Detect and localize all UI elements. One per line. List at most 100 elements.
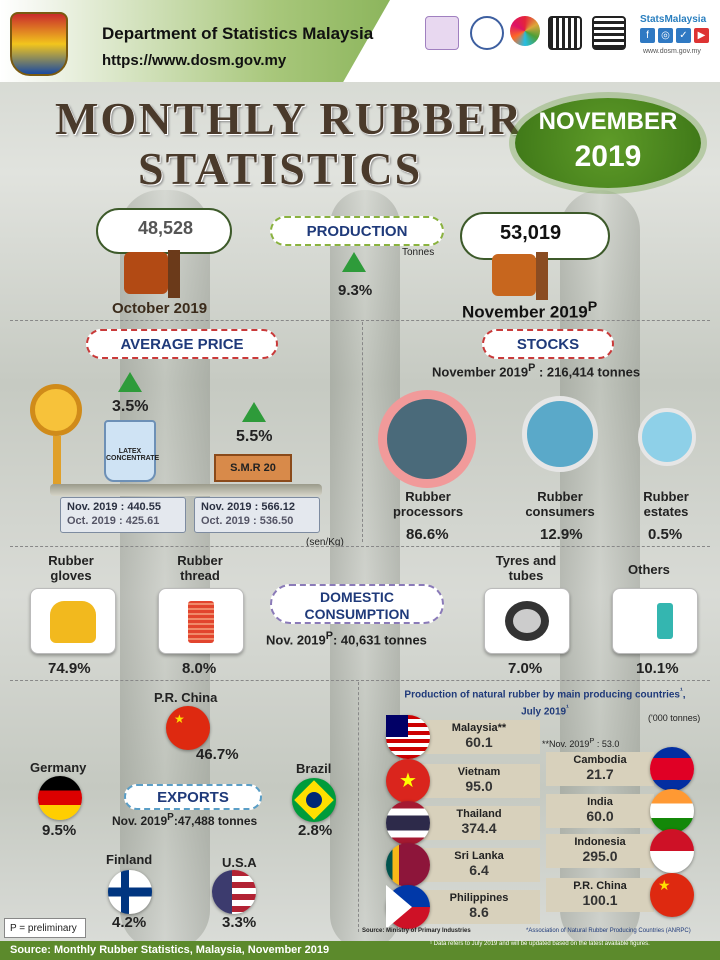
divider — [362, 322, 363, 542]
latex-oct-price: Oct. 2019 : 425.61 — [67, 515, 160, 527]
producer-row: Cambodia 21.7 — [546, 752, 654, 786]
instagram-icon[interactable]: ◎ — [658, 28, 673, 43]
facebook-icon[interactable]: f — [640, 28, 655, 43]
divider — [10, 546, 710, 547]
price-unit: (sen/Kg) — [306, 537, 344, 548]
sri-lanka-flag-icon — [386, 843, 430, 887]
stock-pct: 0.5% — [648, 526, 683, 543]
smr-nov-price: Nov. 2019 : 566.12 — [201, 501, 295, 513]
stock-name: Rubber consumers — [525, 489, 595, 519]
finland-flag-icon — [108, 870, 152, 914]
website-small: www.dosm.gov.my — [643, 48, 701, 55]
scale-stand-icon — [53, 436, 61, 484]
indonesia-flag-icon — [650, 829, 694, 873]
export-pct: 2.8% — [298, 822, 333, 839]
production-curr-label: November 2019P — [462, 299, 598, 322]
latex-price-box: Nov. 2019 : 440.55 Oct. 2019 : 425.61 — [60, 497, 186, 533]
thread-tile — [158, 588, 244, 654]
china-flag-icon: ★ — [650, 873, 694, 917]
brazil-flag-icon — [292, 778, 336, 822]
average-price-pill: AVERAGE PRICE — [86, 329, 278, 359]
footer-source: Source: Monthly Rubber Statistics, Malay… — [10, 944, 330, 956]
exports-pill: EXPORTS — [124, 784, 262, 810]
smr-oct-price: Oct. 2019 : 536.50 — [201, 515, 294, 527]
consumption-name: Rubber thread — [177, 553, 223, 583]
rubber-processors-icon — [378, 390, 476, 488]
anrpc-note: *Association of Natural Rubber Producing… — [526, 928, 691, 934]
producers-source: Source: Ministry of Primary Industries — [362, 928, 471, 934]
up-arrow-icon — [118, 372, 142, 392]
divider — [358, 682, 359, 932]
org-url[interactable]: https://www.dosm.gov.my — [102, 52, 287, 69]
period-badge: NOVEMBER 2019 — [515, 98, 701, 188]
stocks-pill: STOCKS — [482, 329, 614, 359]
rubber-consumers-icon — [522, 396, 598, 472]
gloves-icon — [50, 601, 96, 643]
stock-name: Rubber processors — [392, 489, 464, 519]
stock-pct: 12.9% — [540, 526, 583, 543]
tree-icon — [536, 252, 548, 300]
stock-pct: 86.6% — [406, 526, 449, 543]
vietnam-flag-icon: ★ — [386, 759, 430, 803]
smr-block-icon: S.M.R 20 — [214, 454, 292, 482]
title-line-1: MONTHLY RUBBER — [55, 93, 524, 144]
producers-unit: ('000 tonnes) — [648, 713, 701, 723]
export-pct: 9.5% — [42, 822, 77, 839]
producer-row: Thailand 374.4 — [418, 806, 540, 840]
export-country: Finland — [106, 852, 153, 867]
consumption-pct: 10.1% — [636, 660, 679, 677]
rubber-tapper-icon — [492, 254, 536, 296]
youtube-icon[interactable]: ▶ — [694, 28, 709, 43]
philippines-flag-icon — [386, 885, 430, 929]
exports-total: Nov. 2019P:47,488 tonnes — [112, 812, 258, 828]
thread-spool-icon — [188, 601, 214, 643]
export-pct: 4.2% — [112, 914, 147, 931]
export-country: U.S.A — [222, 855, 257, 870]
consumption-pct: 8.0% — [182, 660, 217, 677]
producer-row: Vietnam 95.0 — [418, 764, 540, 798]
production-pill: PRODUCTION — [270, 216, 444, 246]
consumption-pct: 7.0% — [508, 660, 543, 677]
census-logo-icon — [425, 16, 459, 50]
production-unit: Tonnes — [402, 247, 435, 258]
malaysia-crest-icon — [10, 12, 68, 76]
producer-row: India 60.0 — [546, 794, 654, 828]
consumption-pct: 74.9% — [48, 660, 91, 677]
rubber-estates-icon — [638, 408, 696, 466]
qr-code-icon[interactable] — [592, 16, 626, 50]
export-country: Germany — [30, 760, 87, 775]
consumption-total: Nov. 2019P: 40,631 tonnes — [266, 630, 427, 648]
production-prev-value: 48,528 — [138, 218, 194, 238]
scale-gauge-icon — [30, 384, 82, 436]
smr-price-box: Nov. 2019 : 566.12 Oct. 2019 : 536.50 — [194, 497, 320, 533]
boots-icon — [657, 603, 673, 639]
preliminary-note: P = preliminary — [4, 918, 86, 938]
qr-code-icon[interactable] — [548, 16, 582, 50]
cambodia-flag-icon — [650, 747, 694, 791]
tree-trunk-decor — [120, 190, 210, 950]
org-name: Department of Statistics Malaysia — [102, 24, 374, 43]
latex-bucket-icon: LATEX CONCENTRATE — [104, 420, 159, 482]
producer-row: Sri Lanka 6.4 — [418, 848, 540, 882]
footer — [0, 941, 720, 960]
twitter-icon[interactable]: ✓ — [676, 28, 691, 43]
consumption-name: Others — [628, 562, 670, 577]
latex-change: 3.5% — [112, 398, 149, 415]
consumption-pill: DOMESTIC CONSUMPTION — [270, 584, 444, 624]
gloves-tile — [30, 588, 116, 654]
smr-change: 5.5% — [236, 428, 273, 445]
consumption-name: Tyres and tubes — [495, 553, 557, 583]
divider — [10, 680, 710, 681]
tree-icon — [168, 250, 180, 298]
scale-platform — [50, 484, 322, 496]
rubber-tapper-icon — [124, 252, 168, 294]
export-pct: 3.3% — [222, 914, 257, 931]
thailand-flag-icon — [386, 801, 430, 845]
up-arrow-icon — [242, 402, 266, 422]
export-country: Brazil — [296, 761, 332, 776]
stock-name: Rubber estates — [643, 489, 689, 519]
up-arrow-icon — [342, 252, 366, 272]
stocks-total: November 2019P : 216,414 tonnes — [432, 362, 641, 380]
germany-flag-icon — [38, 776, 82, 820]
latex-nov-price: Nov. 2019 : 440.55 — [67, 501, 161, 513]
